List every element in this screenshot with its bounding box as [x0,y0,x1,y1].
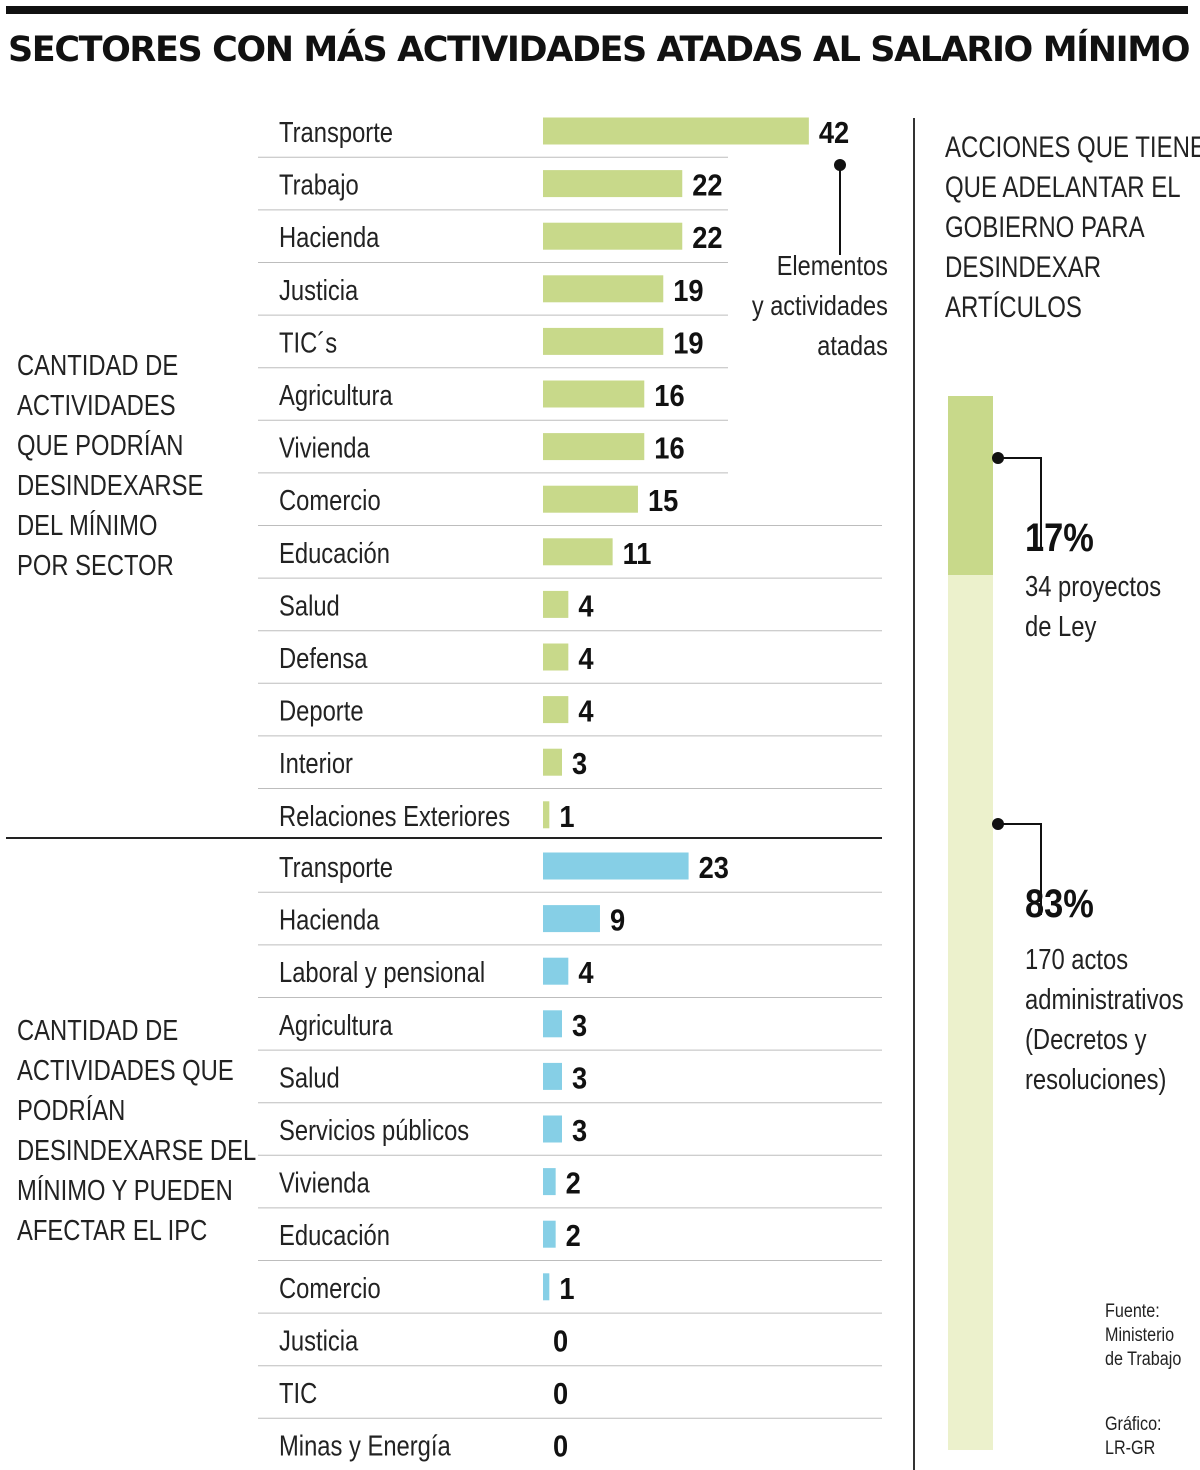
sector-category-label: Educación [279,537,390,570]
sector-category-label: Hacienda [279,221,380,254]
ipc-bar [543,957,569,985]
ipc-bar [543,905,600,933]
actions-title: ACCIONES QUE TIENE QUE ADELANTAR EL GOBI… [945,131,1200,324]
sector-value-label: 3 [572,748,587,782]
sector-bar [543,222,683,250]
sector-bar [543,275,664,303]
ipc-category-label: Transporte [279,851,393,884]
stacked-bar [948,396,1042,1450]
section-label-sector: CANTIDAD DE ACTIVIDADES QUE PODRÍAN DESI… [17,350,204,582]
sector-bar [543,590,569,618]
sector-value-label: 4 [578,590,594,624]
segment-pointer [992,452,1042,550]
sector-category-label: Relaciones Exteriores [279,800,510,833]
source-note: Fuente: Ministerio de Trabajo [1105,1301,1182,1370]
ipc-value-label: 0 [553,1325,568,1359]
sector-category-label: Defensa [279,642,368,675]
segment-actos [948,575,993,1450]
sector-bar [543,801,550,829]
ipc-value-label: 3 [572,1009,587,1043]
sector-value-label: 4 [578,695,594,729]
ipc-category-label: Agricultura [279,1009,393,1042]
sector-bar [543,485,638,513]
ipc-category-label: Minas y Energía [279,1429,451,1462]
segment-pointer [992,818,1042,915]
ipc-category-label: Salud [279,1061,340,1094]
ipc-value-label: 0 [553,1377,568,1411]
sector-bar [543,643,569,671]
ipc-value-label: 2 [566,1167,581,1201]
ipc-bar [543,1010,562,1038]
ipc-value-label: 0 [553,1430,568,1464]
ipc-category-label: Comercio [279,1272,381,1305]
sector-bar [543,380,645,408]
segment-leyes [948,396,993,576]
ipc-value-label: 2 [566,1220,581,1254]
ipc-bar [543,1062,562,1090]
sector-value-label: 1 [559,800,574,834]
sector-bar [543,117,809,145]
percent-actos: 83% [1025,882,1094,926]
sector-category-label: Interior [279,747,353,780]
sector-value-label: 11 [623,537,652,571]
ipc-value-label: 3 [572,1114,587,1148]
sector-value-label: 42 [819,116,849,150]
graphic-credit: Gráfico: LR-GR [1105,1414,1162,1459]
sector-value-label: 22 [692,222,722,256]
sector-category-label: Salud [279,589,340,622]
column-divider [913,118,915,1470]
sector-category-label: Transporte [279,116,393,149]
sector-bar [543,170,683,198]
sector-category-label: TIC´s [279,326,337,359]
ipc-bar [543,1273,550,1301]
desc-leyes: 34 proyectos de Ley [1025,571,1162,643]
sector-value-label: 4 [578,642,594,676]
ipc-bar [543,1115,562,1143]
sector-value-label: 16 [654,379,684,413]
page-title: SECTORES CON MÁS ACTIVIDADES ATADAS AL S… [8,30,1190,70]
sector-value-label: 22 [692,169,722,203]
percent-leyes: 17% [1025,516,1094,560]
sector-category-label: Vivienda [279,431,370,464]
sector-bar [543,327,664,355]
annotation-pointer [834,159,846,255]
ipc-bar [543,852,689,880]
ipc-category-label: TIC [279,1377,317,1410]
ipc-category-label: Laboral y pensional [279,956,485,989]
sector-category-label: Agricultura [279,379,393,412]
ipc-category-label: Servicios públicos [279,1114,469,1147]
sector-bar [543,433,645,461]
ipc-category-label: Vivienda [279,1166,370,1199]
ipc-bar [543,1220,556,1248]
desc-actos: 170 actos administrativos (Decretos y re… [1025,944,1184,1096]
sector-bar [543,696,569,724]
sector-category-label: Trabajo [279,168,359,201]
ipc-category-label: Educación [279,1219,390,1252]
sector-value-label: 16 [654,432,684,466]
ipc-value-label: 23 [699,851,729,885]
sector-bar [543,748,562,776]
sector-category-label: Comercio [279,484,381,517]
ipc-value-label: 3 [572,1062,587,1096]
ipc-value-label: 1 [559,1272,574,1306]
sector-category-label: Deporte [279,694,364,727]
sector-category-label: Justicia [279,274,358,307]
sector-value-label: 19 [673,327,703,361]
top-rule [6,6,1188,14]
annotation-note: Elementos y actividades atadas [752,250,888,361]
ipc-category-label: Hacienda [279,903,380,936]
ipc-bar [543,1168,556,1196]
section-divider [6,837,882,839]
sector-value-label: 15 [648,485,678,519]
sector-bar [543,538,613,566]
sector-value-label: 19 [673,274,703,308]
section-label-ipc: CANTIDAD DE ACTIVIDADES QUE PODRÍAN DESI… [17,1015,257,1247]
ipc-value-label: 4 [578,957,594,991]
ipc-category-label: Justicia [279,1324,358,1357]
ipc-value-label: 9 [610,904,625,938]
